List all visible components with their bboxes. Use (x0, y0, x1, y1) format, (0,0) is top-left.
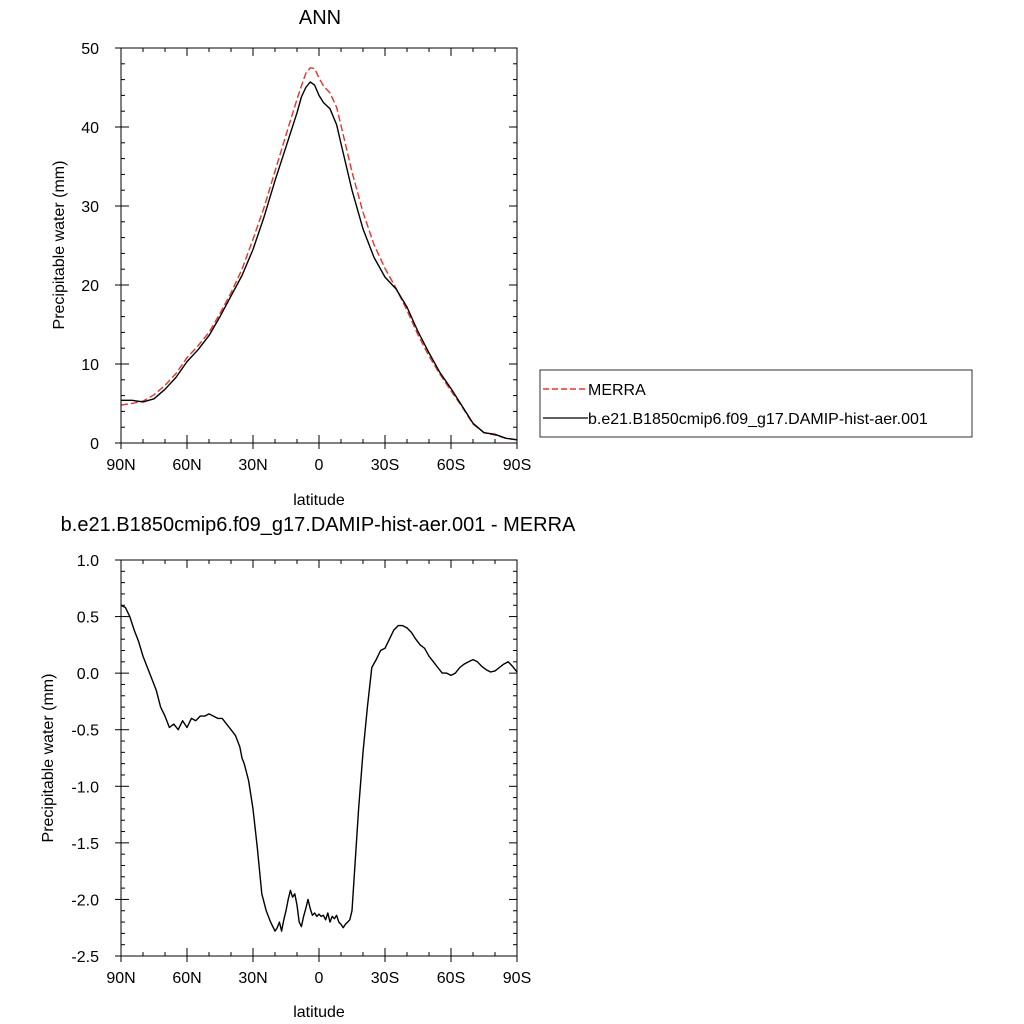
x-tick-label: 90S (503, 457, 531, 474)
chart1-x-ticks: 90N 60N 30N 0 30S 60S 90S (106, 48, 531, 474)
y-tick-label: 20 (81, 278, 99, 295)
y-tick-label: 1.0 (77, 553, 99, 570)
y-tick-label: 0 (90, 436, 99, 453)
y-tick-label: 40 (81, 120, 99, 137)
x-tick-label: 30S (371, 457, 399, 474)
y-tick-label: -1.0 (71, 779, 99, 796)
chart1-x-axis-title: latitude (293, 492, 345, 509)
x-tick-label: 30S (371, 970, 399, 987)
y-tick-label: 0.5 (77, 610, 99, 627)
x-tick-label: 90N (106, 457, 135, 474)
chart2-title: b.e21.B1850cmip6.f09_g17.DAMIP-hist-aer.… (61, 514, 576, 536)
chart1-y-ticks: 0 10 20 30 40 50 (81, 41, 517, 453)
x-tick-label: 60S (437, 457, 465, 474)
x-tick-label: 0 (315, 970, 324, 987)
y-tick-label: -1.5 (71, 836, 99, 853)
chart1-frame (120, 47, 518, 444)
chart2-y-axis-title: Precipitable water (mm) (40, 674, 57, 843)
y-tick-label: -0.5 (71, 723, 99, 740)
x-tick-label: 30N (238, 457, 267, 474)
chart1-y-axis-title: Precipitable water (mm) (51, 161, 68, 330)
x-tick-label: 90S (503, 970, 531, 987)
chart1-legend: MERRA b.e21.B1850cmip6.f09_g17.DAMIP-his… (539, 369, 973, 438)
y-tick-label: 30 (81, 199, 99, 216)
x-tick-label: 60N (172, 457, 201, 474)
chart2-x-axis-title: latitude (293, 1004, 345, 1021)
series-line-1 (121, 81, 518, 441)
y-tick-label: -2.0 (71, 892, 99, 909)
chart1-plot-area (120, 67, 518, 441)
y-tick-label: 50 (81, 41, 99, 58)
legend-box (539, 369, 973, 438)
chart1-title: ANN (299, 7, 341, 29)
y-tick-label: 10 (81, 357, 99, 374)
x-tick-label: 30N (238, 970, 267, 987)
x-tick-label: 90N (106, 970, 135, 987)
series-line-0 (120, 67, 518, 441)
chart2-plot-area (120, 604, 518, 932)
series-line-0 (120, 604, 518, 932)
chart2-x-ticks: 90N 60N 30N 0 30S 60S 90S (106, 560, 531, 987)
x-tick-label: 0 (315, 457, 324, 474)
legend-model-label: b.e21.B1850cmip6.f09_g17.DAMIP-hist-aer.… (588, 411, 928, 428)
x-tick-label: 60N (172, 970, 201, 987)
legend-merra-label: MERRA (588, 382, 646, 399)
chart2-frame (120, 559, 518, 957)
y-tick-label: -2.5 (71, 949, 99, 966)
chart2-y-ticks: -2.5 -2.0 -1.5 -1.0 -0.5 0.0 0.5 1.0 (71, 553, 517, 966)
x-tick-label: 60S (437, 970, 465, 987)
y-tick-label: 0.0 (77, 666, 99, 683)
